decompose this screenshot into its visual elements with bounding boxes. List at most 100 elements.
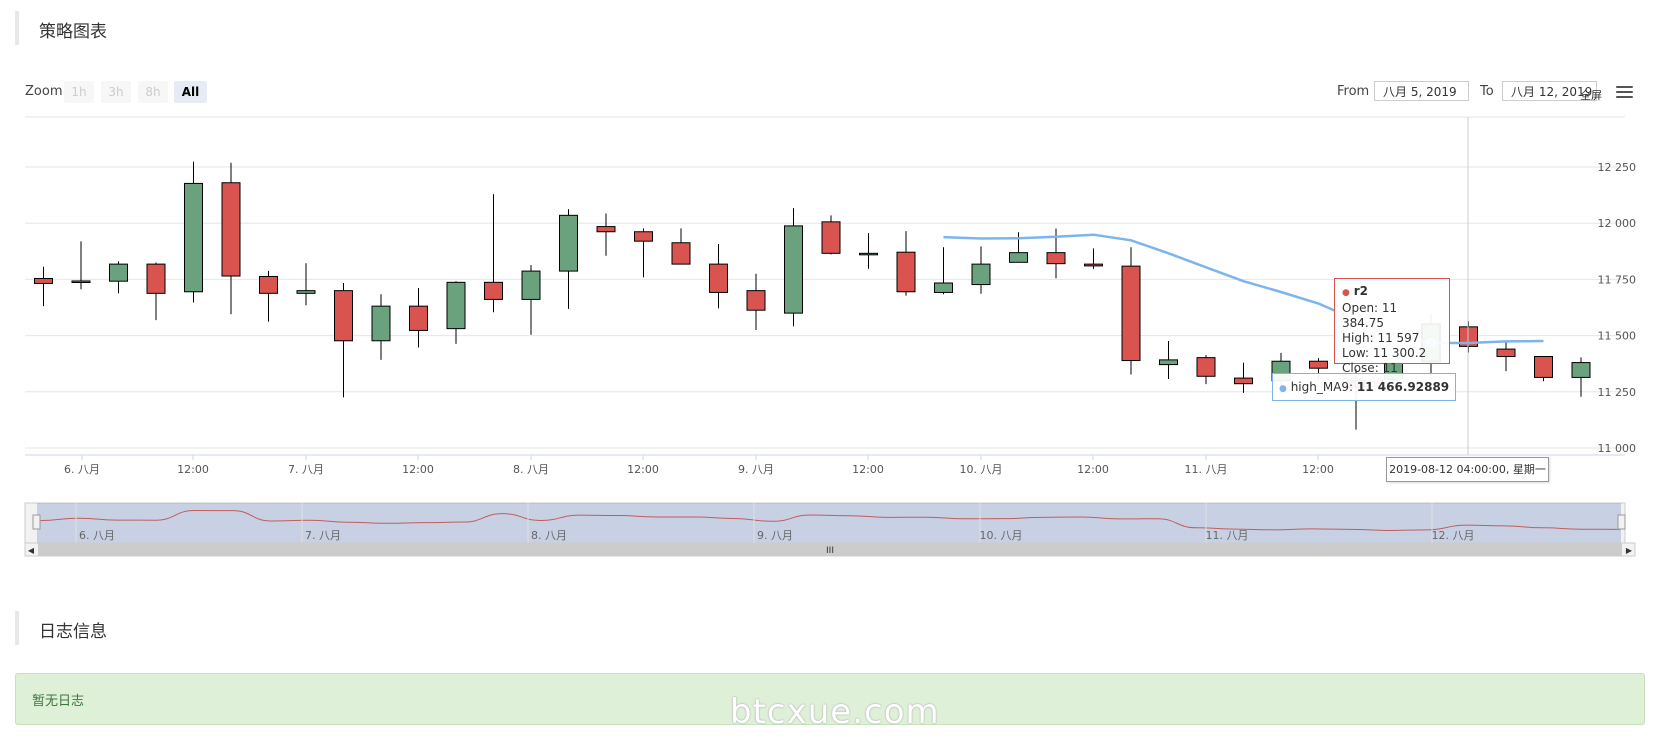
candlestick: [1234, 362, 1253, 393]
candle-body: [1084, 263, 1103, 267]
y-tick-label: 11 250: [1598, 386, 1637, 399]
tooltip-low: Low: 11 300.2: [1342, 346, 1427, 360]
candle-body: [859, 252, 878, 256]
x-tick-label: 8. 八月: [513, 463, 549, 476]
log-section-title: 日志信息: [39, 622, 107, 642]
candlestick: [896, 231, 916, 296]
candlestick: [484, 194, 503, 313]
candlestick: [1534, 356, 1553, 382]
tooltip-series-name: r2: [1353, 284, 1368, 298]
candlestick: [521, 265, 541, 335]
x-tick-label: 12:00: [852, 463, 884, 476]
ohlc-tooltip: ● r2 Open: 11 384.75 High: 11 597 Low: 1…: [1334, 278, 1450, 390]
candle-body: [1009, 252, 1028, 263]
y-tick-label: 11 500: [1598, 330, 1637, 343]
candlestick: [1009, 232, 1028, 263]
navigator-right-handle: [1617, 514, 1626, 530]
candle-body: [1159, 359, 1178, 366]
candle-body: [1309, 360, 1328, 369]
candlestick: [784, 208, 803, 327]
candle-body: [596, 226, 616, 233]
candle-body: [1046, 252, 1066, 265]
ma-line: [943, 233, 1544, 345]
candlestick: [1196, 355, 1216, 385]
x-tick-label: 7. 八月: [288, 463, 324, 476]
zoom-all-button[interactable]: All: [174, 81, 207, 103]
candle-body: [409, 305, 428, 331]
candlestick: [334, 282, 353, 398]
scroll-right-arrow-icon: ▶: [1626, 546, 1633, 555]
zoom-3h-button[interactable]: 3h: [101, 81, 131, 103]
chart-section-header: 策略图表: [15, 11, 1645, 45]
candlestick: [821, 215, 841, 255]
from-date-input[interactable]: 八月 5, 2019: [1374, 81, 1469, 101]
x-tick-label: 12:00: [402, 463, 434, 476]
log-empty-box: 暂无日志: [15, 673, 1645, 725]
candle-body: [559, 214, 578, 272]
candlestick: [1496, 341, 1516, 372]
fullscreen-button[interactable]: 全屏: [1580, 89, 1602, 102]
candlestick: [934, 247, 953, 295]
candle-body: [634, 231, 653, 242]
x-tick-label: 12:00: [1302, 463, 1334, 476]
log-section-header: 日志信息: [15, 611, 1645, 645]
candlestick: [709, 243, 728, 309]
candle-body: [109, 263, 128, 282]
scroll-left-arrow-icon: ◀: [28, 546, 35, 555]
navigator-tick-label: 8. 八月: [531, 529, 567, 542]
candlestick: [1159, 340, 1178, 379]
candlestick: [146, 262, 166, 321]
navigator-series-line: [39, 510, 1621, 531]
candle-body: [371, 305, 391, 342]
candle-body: [446, 281, 466, 330]
y-tick-label: 12 250: [1598, 161, 1637, 174]
candle-body: [259, 275, 278, 294]
candle-body: [334, 290, 353, 342]
candle-body: [1196, 357, 1216, 377]
x-tick-label: 12:00: [1077, 463, 1109, 476]
candle-body: [709, 263, 728, 293]
candlestick: [671, 228, 691, 265]
chart-section-title: 策略图表: [39, 22, 107, 42]
candlestick: [71, 241, 91, 290]
candle-body: [521, 270, 541, 300]
navigator-mask: [37, 503, 1621, 543]
candle-body: [146, 263, 166, 294]
tooltip-high: High: 11 597: [1342, 331, 1420, 345]
candle-body: [1534, 356, 1553, 378]
watermark: btcxue.com: [730, 692, 940, 732]
candlestick: [446, 281, 466, 344]
zoom-label: Zoom: [25, 84, 63, 99]
candle-body: [71, 280, 91, 283]
y-tick-label: 11 750: [1598, 273, 1637, 286]
candlestick: [746, 273, 766, 330]
candlestick: [371, 294, 391, 360]
x-tick-label: 10. 八月: [960, 463, 1003, 476]
hamburger-menu-icon[interactable]: [1616, 86, 1633, 100]
zoom-1h-button[interactable]: 1h: [64, 81, 94, 103]
candlestick: [259, 270, 278, 322]
y-tick-label: 12 000: [1598, 217, 1637, 230]
navigator-tick-label: 12. 八月: [1432, 529, 1475, 542]
ma-dot-icon: ●: [1279, 384, 1287, 394]
candlestick: [596, 213, 616, 256]
ma-tooltip-value: 11 466.92889: [1356, 380, 1450, 394]
candle-body: [1571, 362, 1591, 378]
candlestick: [1084, 248, 1103, 269]
candle-body: [784, 225, 803, 314]
navigator-tick-label: 6. 八月: [79, 529, 115, 542]
candle-body: [184, 182, 203, 293]
candlestick: [559, 209, 578, 309]
candlestick: [409, 287, 428, 348]
zoom-8h-button[interactable]: 8h: [138, 81, 168, 103]
candle-body: [896, 251, 916, 293]
x-tick-label: 11. 八月: [1185, 463, 1228, 476]
navigator-left-handle: [32, 514, 41, 530]
candlestick: [1571, 357, 1591, 397]
candlestick: [296, 263, 316, 306]
candle-body: [1121, 265, 1141, 362]
x-axis-crosshair-label: 2019-08-12 04:00:00, 星期一: [1386, 457, 1549, 482]
x-tick-label: 12:00: [627, 463, 659, 476]
to-date-input[interactable]: 八月 12, 2019: [1502, 81, 1597, 101]
navigator-tick-label: 11. 八月: [1206, 529, 1249, 542]
